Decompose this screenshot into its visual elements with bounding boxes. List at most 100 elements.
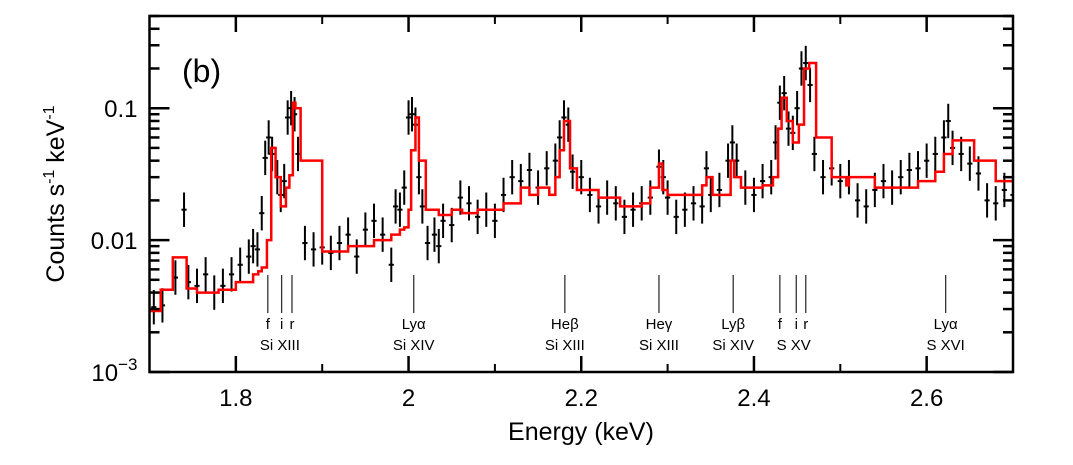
data-point bbox=[665, 180, 671, 215]
line-marker: i bbox=[795, 275, 798, 333]
data-point bbox=[181, 192, 187, 227]
line-marker-label: Heγ bbox=[646, 316, 673, 333]
data-point bbox=[228, 257, 235, 292]
data-point bbox=[526, 152, 533, 188]
data-point bbox=[613, 186, 619, 221]
data-point bbox=[466, 186, 472, 221]
line-marker-label: Lyα bbox=[402, 316, 426, 333]
data-point bbox=[354, 239, 360, 274]
data-point bbox=[310, 232, 317, 267]
data-point bbox=[401, 170, 407, 205]
data-point bbox=[682, 192, 688, 227]
data-point bbox=[863, 189, 869, 224]
data-point bbox=[587, 177, 593, 213]
data-point bbox=[941, 120, 947, 155]
line-marker-label: r bbox=[803, 316, 808, 333]
data-point bbox=[194, 268, 200, 304]
line-marker: Heγ Si XIII bbox=[639, 275, 679, 354]
data-point bbox=[475, 199, 481, 235]
line-marker-ion: S XVI bbox=[926, 337, 964, 354]
line-marker: f bbox=[778, 275, 783, 333]
data-point bbox=[250, 228, 256, 264]
line-marker-label: Lyα bbox=[934, 316, 958, 333]
x-tick-label: 2.4 bbox=[737, 385, 770, 412]
data-point bbox=[509, 159, 515, 195]
model-line bbox=[149, 61, 1013, 313]
data-point bbox=[854, 183, 861, 218]
data-point bbox=[924, 143, 930, 178]
data-point bbox=[405, 100, 412, 135]
data-point bbox=[544, 151, 550, 186]
data-point bbox=[958, 136, 964, 172]
line-marker-label: f bbox=[778, 316, 783, 333]
data-point bbox=[237, 247, 243, 282]
line-marker-label: Heβ bbox=[551, 316, 579, 333]
data-point bbox=[419, 189, 425, 224]
data-point bbox=[388, 247, 394, 282]
line-marker-label: Lyβ bbox=[721, 316, 745, 333]
data-point bbox=[729, 125, 735, 160]
data-point bbox=[409, 97, 415, 132]
data-point bbox=[794, 91, 800, 126]
line-marker-label: i bbox=[795, 316, 798, 333]
data-point bbox=[397, 192, 403, 227]
data-point bbox=[393, 189, 399, 224]
data-point bbox=[259, 195, 265, 231]
data-point bbox=[578, 159, 584, 195]
y-tick-label: 10−3 bbox=[91, 355, 137, 387]
line-marker-label: i bbox=[280, 316, 283, 333]
data-point bbox=[898, 159, 904, 195]
data-point bbox=[552, 143, 558, 178]
data-point bbox=[570, 154, 576, 189]
data-point bbox=[220, 268, 226, 304]
line-marker: r bbox=[803, 275, 808, 333]
data-point bbox=[803, 45, 809, 81]
data-point bbox=[285, 100, 291, 135]
line-marker: Lyβ Si XIV bbox=[712, 275, 754, 354]
data-point bbox=[690, 186, 697, 221]
x-tick-label: 2.6 bbox=[910, 385, 943, 412]
x-tick-label: 2.2 bbox=[565, 385, 598, 412]
data-point bbox=[621, 199, 628, 235]
y-axis-title: Counts s-1 keV-1 bbox=[41, 105, 70, 282]
data-point bbox=[416, 159, 422, 195]
data-point bbox=[254, 232, 261, 267]
data-point bbox=[424, 225, 431, 261]
data-point bbox=[984, 183, 990, 218]
data-point bbox=[807, 67, 813, 103]
data-point bbox=[436, 228, 442, 264]
line-marker: i bbox=[280, 275, 283, 333]
data-point bbox=[302, 225, 308, 261]
data-point bbox=[945, 103, 951, 139]
data-point bbox=[967, 146, 973, 181]
line-marker-ion: Si XIV bbox=[393, 337, 435, 354]
line-marker-label: f bbox=[266, 316, 271, 333]
plot-area bbox=[149, 45, 1013, 325]
data-point bbox=[557, 120, 563, 155]
data-point bbox=[759, 163, 766, 199]
data-point bbox=[266, 120, 272, 155]
line-marker-ion: Si XIII bbox=[639, 337, 679, 354]
data-point bbox=[1010, 177, 1013, 213]
data-point bbox=[362, 212, 368, 247]
x-tick-label: 1.8 bbox=[219, 385, 252, 412]
data-point bbox=[820, 159, 826, 195]
data-point bbox=[785, 111, 792, 146]
data-point bbox=[431, 217, 438, 252]
data-point bbox=[336, 225, 343, 261]
data-point bbox=[328, 235, 334, 271]
line-marker: f bbox=[266, 275, 271, 333]
data-point bbox=[880, 163, 887, 199]
data-point bbox=[440, 203, 446, 239]
line-marker: r bbox=[289, 275, 294, 333]
data-point bbox=[781, 75, 787, 111]
y-tick-label: 0.01 bbox=[91, 228, 138, 255]
line-group-ion: Si XIII bbox=[260, 337, 300, 354]
data-point bbox=[151, 289, 157, 325]
line-marker: Heβ Si XIII bbox=[545, 275, 585, 354]
line-marker-ion: Si XIII bbox=[545, 337, 585, 354]
data-point bbox=[281, 163, 287, 199]
data-point bbox=[837, 163, 843, 199]
